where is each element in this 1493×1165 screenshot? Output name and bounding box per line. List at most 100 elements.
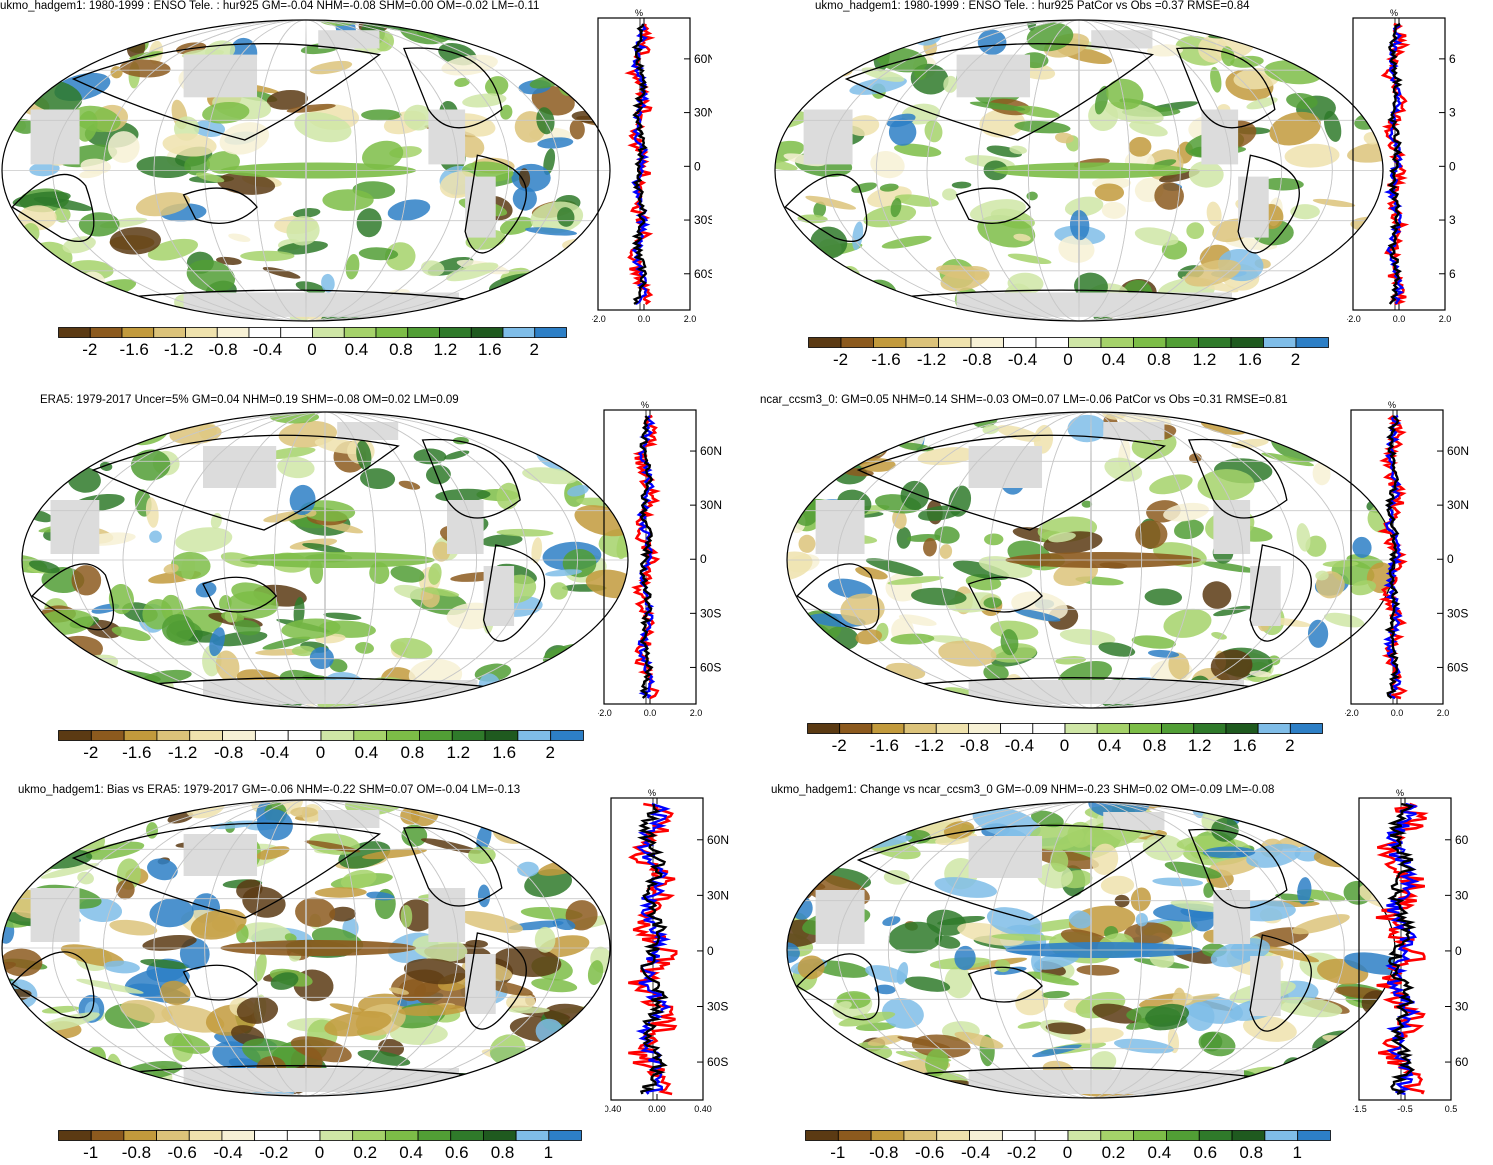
- profile-lat-label: 0: [707, 944, 714, 958]
- profile-lat-label: 0: [694, 159, 701, 173]
- profile-lat-label: 3: [1449, 213, 1456, 227]
- profile-lat-label: 30S: [700, 606, 721, 620]
- colorbar-tick-label: 0: [307, 340, 317, 359]
- colorbar-tick-label: -0.2: [1006, 1143, 1037, 1162]
- mean-curve: [1387, 22, 1403, 305]
- mean-curve: [1387, 802, 1417, 1096]
- profile-xtick-label: 0.40: [694, 1104, 712, 1114]
- colorbar-tick-label: 2: [529, 340, 539, 359]
- robinson-map: [21, 411, 629, 709]
- obs-curve: [1375, 802, 1429, 1095]
- mean-curve: [631, 23, 649, 305]
- colorbar-tick-label: -0.8: [869, 1143, 899, 1162]
- colorbar-tick-label: 1.6: [492, 743, 517, 762]
- colorbar-tick-label: -0.6: [167, 1143, 197, 1162]
- colorbar-tick-label: 2: [1290, 350, 1301, 369]
- profile-lat-label: 60S: [694, 267, 712, 281]
- profile-lat-label: 30S: [694, 213, 712, 227]
- colorbar-labels: -1 -0.8 -0.6 -0.4 -0.2 0 0.2 0.4 0.6 0.8 1: [805, 1143, 1330, 1165]
- profile-lat-label: 0: [1455, 944, 1462, 958]
- profile-xtick-label: 0.5: [1445, 1104, 1458, 1114]
- colorbar-tick-label: -1.6: [871, 350, 901, 369]
- colorbar-tick-label: 0.4: [1097, 736, 1122, 755]
- profile-lat-label: 30S: [707, 999, 728, 1013]
- colorbar-tick-label: 0.8: [1147, 350, 1171, 369]
- profile-xtick-label: 0.0: [644, 708, 657, 718]
- profile-unit-label: %: [648, 788, 656, 798]
- profile-unit-label: %: [1390, 8, 1398, 18]
- zonal-mean-profile: % -2.0 0.0 2.0 6 3 0 3 6: [1347, 8, 1456, 324]
- colorbar-tick-label: -1.2: [914, 736, 944, 755]
- colorbar-tick-label: -0.8: [121, 1143, 152, 1162]
- panel-title: ukmo_hadgem1: Bias vs ERA5: 1979-2017 GM…: [18, 784, 521, 796]
- profile-xtick-label: -2.0: [1347, 314, 1361, 324]
- panel-change: ukmo_hadgem1: Change vs ncar_ccsm3_0 GM=…: [755, 780, 1493, 1162]
- colorbar-labels: -2 -1.6 -1.2 -0.8 -0.4 0 0.4 0.8 1.2 1.6 2: [58, 743, 583, 765]
- profile-lat-label: 30N: [1447, 498, 1469, 512]
- colorbar: [808, 337, 1329, 348]
- profile-xtick-label: 0.0: [638, 314, 651, 324]
- profile-lat-label: 60N: [694, 52, 712, 66]
- colorbar-tick-label: 0: [1062, 1143, 1073, 1162]
- profile-lat-label: 30: [1455, 888, 1469, 902]
- profile-xtick-label: -2.0: [598, 708, 612, 718]
- obs-curve: [628, 802, 678, 1096]
- colorbar-tick-label: -0.8: [208, 340, 238, 359]
- robinson-map: [774, 19, 1384, 322]
- zonal-mean-profile: % -0.40 0.00 0.40 60N 30N 0 30S 60S: [605, 788, 729, 1114]
- colorbar-tick-label: 0.4: [399, 1143, 423, 1162]
- profile-lat-label: 60S: [700, 660, 721, 674]
- zonal-mean-profile: % -1.5 -0.5 0.5 60 30 0 30 60: [1353, 788, 1469, 1114]
- profile-xtick-label: -1.5: [1353, 1104, 1367, 1114]
- colorbar-tick-label: -0.8: [213, 743, 244, 762]
- profile-lat-label: 3: [1449, 106, 1456, 120]
- colorbar-tick-label: 2: [1285, 736, 1295, 755]
- colorbar-tick-label: 0: [1059, 736, 1070, 755]
- panel-model-patcor: ukmo_hadgem1: 1980-1999 : ENSO Tele. : h…: [755, 0, 1493, 380]
- colorbar-tick-label: 0.6: [444, 1143, 469, 1162]
- robinson-map: [1, 799, 611, 1097]
- colorbar-tick-label: 0: [1063, 350, 1073, 369]
- colorbar-tick-label: 0.6: [1193, 1143, 1218, 1162]
- colorbar-tick-label: -1.2: [168, 743, 198, 762]
- colorbar-labels: -1 -0.8 -0.6 -0.4 -0.2 0 0.2 0.4 0.6 0.8 1: [58, 1143, 581, 1165]
- colorbar-labels: -2 -1.6 -1.2 -0.8 -0.4 0 0.4 0.8 1.2 1.6 2: [807, 736, 1322, 758]
- profile-lat-label: 6: [1449, 52, 1456, 66]
- panel-model-enso: ukmo_hadgem1: 1980-1999 : ENSO Tele. : h…: [0, 0, 750, 380]
- colorbar-tick-label: -1: [830, 1143, 846, 1162]
- colorbar-tick-label: 0.8: [1239, 1143, 1264, 1162]
- profile-lat-label: 30N: [700, 498, 722, 512]
- profile-lat-label: 30S: [1447, 606, 1468, 620]
- colorbar-tick-label: 0.4: [344, 340, 369, 359]
- zonal-mean-profile: % -2.0 0.0 2.0 60N 30N 0 30S 60S: [1345, 400, 1469, 718]
- panel-era5: ERA5: 1979-2017 Uncer=5% GM=0.04 NHM=0.1…: [0, 390, 750, 770]
- colorbar-tick-label: -2: [831, 736, 847, 755]
- colorbar-tick-label: 1.6: [477, 340, 502, 359]
- colorbar: [807, 723, 1323, 734]
- profile-xtick-label: -2.0: [1345, 708, 1359, 718]
- colorbar-tick-label: 1: [1292, 1143, 1302, 1162]
- profile-lat-label: 30N: [707, 888, 729, 902]
- zonal-mean-profile: % -2.0 0.0 2.0 60N 30N 0 30S 60S: [592, 8, 712, 324]
- panel-title: ukmo_hadgem1: 1980-1999 : ENSO Tele. : h…: [0, 0, 540, 12]
- colorbar-tick-label: 0: [314, 1143, 325, 1162]
- profile-xtick-label: -2.0: [592, 314, 606, 324]
- colorbar-tick-label: 1: [543, 1143, 554, 1162]
- model-curve: [1385, 802, 1421, 1096]
- mean-curve: [637, 803, 669, 1095]
- panel-ncar: ncar_ccsm3_0: GM=0.05 NHM=0.14 SHM=-0.03…: [755, 390, 1493, 770]
- profile-lat-label: 30N: [694, 106, 712, 120]
- colorbar-tick-label: 1.2: [1192, 350, 1217, 369]
- colorbar-tick-label: -0.4: [1007, 350, 1038, 369]
- colorbar-tick-label: -0.2: [259, 1143, 289, 1162]
- colorbar-tick-label: 0.8: [400, 743, 425, 762]
- colorbar-tick-label: -0.4: [213, 1143, 243, 1162]
- panel-title: ERA5: 1979-2017 Uncer=5% GM=0.04 NHM=0.1…: [40, 394, 459, 406]
- colorbar-tick-label: -0.8: [962, 350, 992, 369]
- robinson-map: [1, 19, 611, 322]
- zonal-mean-profile: % -2.0 0.0 2.0 60N 30N 0 30S 60S: [598, 400, 722, 718]
- colorbar: [58, 730, 584, 741]
- colorbar-tick-label: -2: [832, 350, 849, 369]
- profile-lat-label: 0: [1447, 552, 1454, 566]
- colorbar: [58, 1130, 582, 1141]
